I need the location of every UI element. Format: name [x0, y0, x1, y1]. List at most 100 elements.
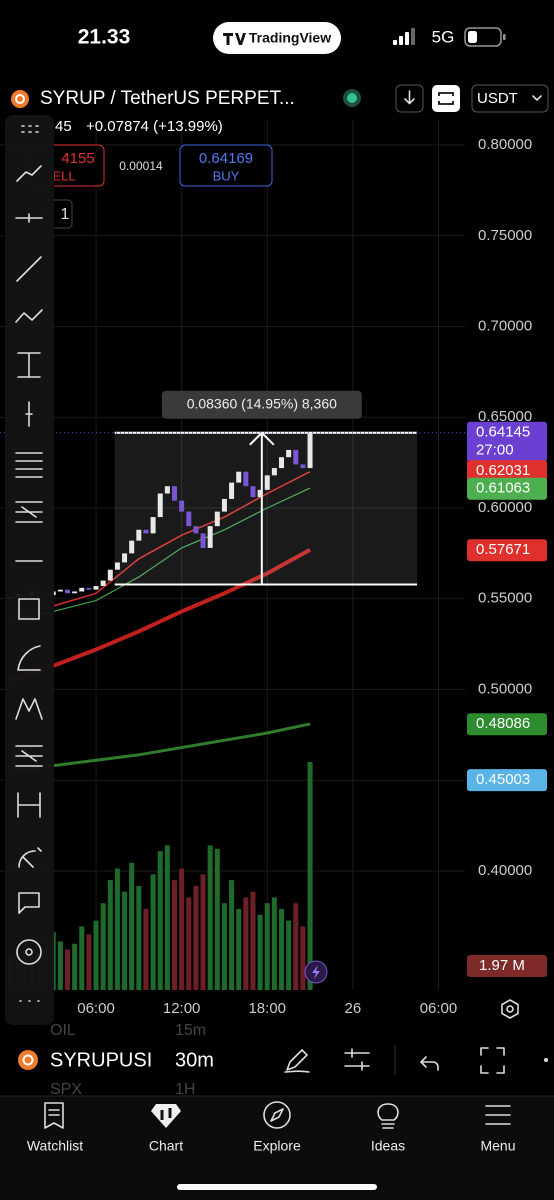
tool-icon[interactable] — [15, 213, 43, 223]
volume-bar — [114, 868, 120, 990]
menu-icon — [485, 1105, 511, 1125]
draw-button[interactable] — [284, 1049, 310, 1073]
candle — [57, 589, 63, 592]
price-badge-text: 0.61063 — [476, 480, 530, 497]
moving-average — [9, 547, 312, 683]
price-badge-text: 0.64145 — [476, 424, 530, 441]
volume-bar — [214, 848, 220, 990]
chart-area: 0.80000 0.75000 0.70000 0.65000 0.60000 0.550… — [0, 120, 547, 1017]
volume-bar — [243, 897, 249, 990]
battery-tip — [503, 34, 506, 40]
symbol-bar-interval[interactable]: 30m — [175, 1049, 214, 1071]
tool-icon[interactable] — [15, 452, 43, 478]
ideas-icon — [377, 1103, 399, 1129]
tool-icon[interactable] — [18, 847, 42, 868]
spread: 0.00014 — [119, 159, 163, 173]
volume-bar — [286, 920, 292, 990]
watchlist-icon — [44, 1102, 64, 1129]
volume-bar — [229, 880, 235, 990]
tool-icon[interactable] — [15, 309, 43, 323]
tool-icon[interactable] — [16, 256, 42, 282]
settings-button[interactable] — [501, 999, 519, 1019]
volume-bar — [157, 851, 163, 990]
candle — [279, 457, 285, 469]
tool-icon[interactable] — [17, 792, 41, 818]
tool-icon[interactable] — [18, 598, 40, 620]
candle — [143, 529, 149, 534]
volume-bar — [271, 897, 277, 990]
moving-average — [10, 487, 311, 622]
interval-badge-text: 1 — [61, 206, 70, 223]
volume-badge — [467, 955, 547, 977]
volume-bar — [100, 903, 106, 990]
tool-icon[interactable] — [25, 401, 33, 427]
nav-label[interactable]: Explore — [253, 1138, 301, 1154]
volume-bar — [64, 949, 70, 990]
candle — [286, 449, 292, 458]
volume-bar — [164, 845, 170, 990]
volume-bar — [107, 880, 113, 990]
tool-icon[interactable] — [17, 645, 41, 671]
tool-icon[interactable] — [15, 501, 43, 523]
buy-button[interactable] — [179, 144, 273, 187]
measure-box — [114, 432, 418, 585]
indicators-button[interactable] — [344, 1048, 370, 1071]
volume-badge-text: 1.97 M — [479, 957, 525, 974]
candle — [229, 482, 235, 499]
volume-bar — [72, 943, 78, 990]
more-button[interactable] — [544, 1058, 548, 1062]
compare-button[interactable] — [432, 85, 460, 112]
tool-icon[interactable] — [16, 939, 42, 965]
volume-bar — [193, 885, 199, 990]
moving-average — [10, 722, 311, 773]
candle — [64, 589, 70, 594]
signal — [393, 28, 415, 45]
download-icon — [404, 90, 415, 105]
y-tick-label: 0.55000 — [478, 590, 532, 607]
nav-label[interactable]: Chart — [149, 1138, 183, 1154]
tool-icon[interactable] — [18, 892, 40, 914]
currency-select[interactable] — [471, 84, 549, 113]
volume-bar — [200, 874, 206, 990]
volume-bar — [236, 909, 242, 990]
y-tick-label: 0.70000 — [478, 317, 532, 334]
price-badge — [467, 421, 547, 462]
volume-bar — [300, 926, 306, 990]
price-badge-text: 0.48086 — [476, 715, 530, 732]
volume-bar — [221, 903, 227, 990]
explore-needle — [270, 1108, 284, 1122]
candle — [250, 486, 256, 498]
nav-label[interactable]: Watchlist — [27, 1138, 83, 1154]
fullscreen-button[interactable] — [480, 1047, 505, 1074]
candle — [257, 489, 263, 498]
currency-caret — [532, 95, 542, 101]
nav-label[interactable]: Ideas — [371, 1138, 405, 1154]
volume-bar — [279, 909, 285, 990]
chart-icon-candles — [160, 1108, 172, 1120]
candle — [157, 493, 163, 518]
volume-bar — [293, 903, 299, 990]
symbol-title[interactable]: SYRUP / TetherUS PERPET... — [40, 88, 295, 109]
undo-button[interactable] — [420, 1056, 439, 1071]
volume-bar — [57, 941, 63, 990]
sell-label: ELL — [52, 168, 75, 183]
tool-icon[interactable] — [15, 698, 43, 720]
price-badge — [467, 477, 547, 500]
price-badge-text: 0.62031 — [476, 462, 530, 479]
nav-bar — [0, 1096, 554, 1200]
nav-labels: Watchlist Chart Explore Ideas Menu — [27, 1138, 516, 1154]
y-tick-label: 0.40000 — [478, 862, 532, 879]
y-tick-label: 0.65000 — [478, 408, 532, 425]
measure-label-box — [161, 390, 362, 419]
nav-label[interactable]: Menu — [480, 1138, 515, 1154]
volume-bar — [179, 868, 185, 990]
home-indicator — [177, 1184, 377, 1190]
symbol-bar-logo — [18, 1050, 38, 1070]
tool-icon[interactable] — [15, 745, 43, 767]
symbol-bar-symbol[interactable]: SYRUPUSI — [50, 1049, 152, 1071]
candle — [179, 500, 185, 512]
volume-bar — [264, 903, 270, 990]
tool-icon[interactable] — [17, 352, 41, 378]
tool-icon[interactable] — [16, 165, 42, 182]
